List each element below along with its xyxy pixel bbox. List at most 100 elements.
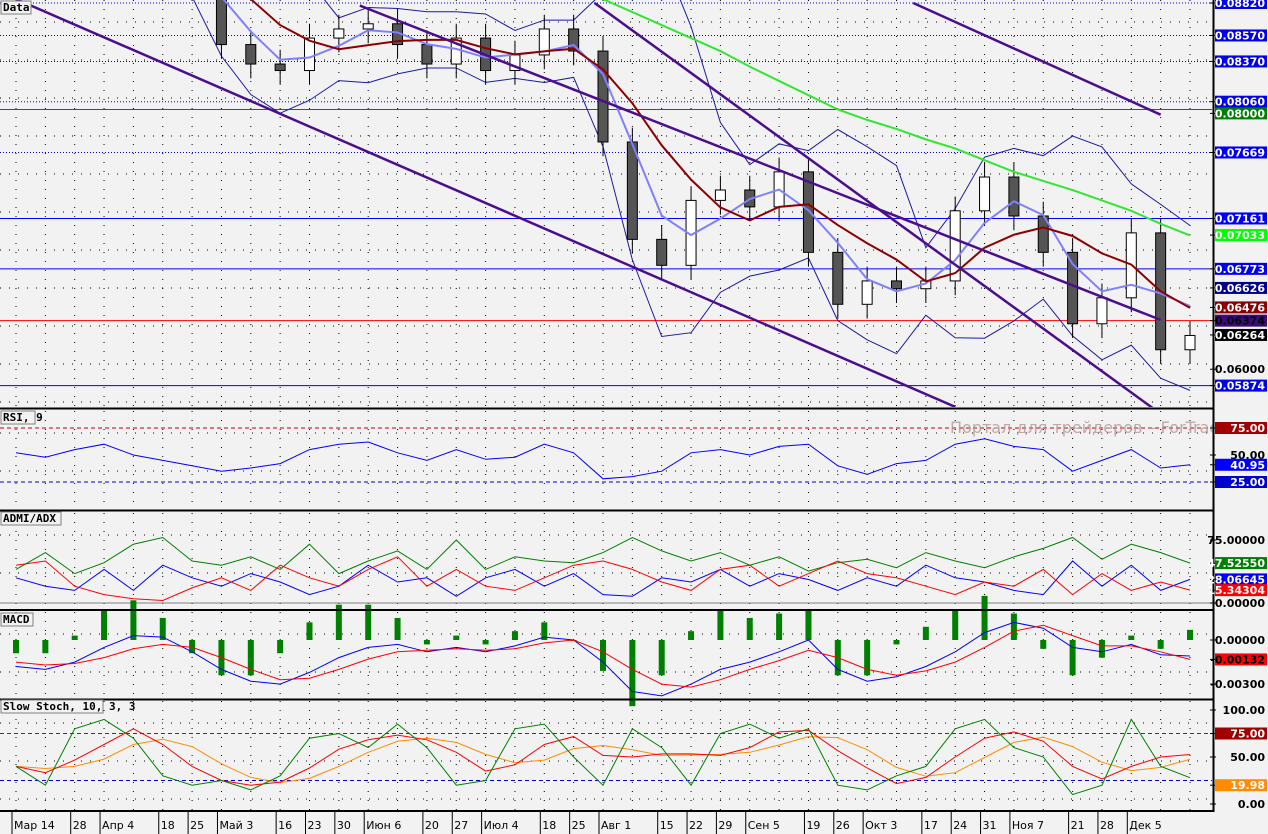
- axis-label-box: [1215, 212, 1267, 225]
- time-label: 27: [454, 819, 468, 832]
- axis-label: 15.34304: [1207, 584, 1265, 597]
- candle: [1184, 321, 1196, 365]
- price-panel-title: Data: [0, 0, 32, 15]
- candle: [597, 36, 609, 157]
- macd-histogram-bar: [13, 640, 19, 654]
- axis-label: 40.95: [1230, 459, 1265, 472]
- candle: [656, 225, 668, 280]
- macd-histogram-bar: [423, 640, 430, 645]
- candle: [538, 14, 550, 70]
- candle: [1067, 238, 1079, 339]
- axis-label: 0.07669: [1215, 146, 1265, 159]
- macd-histogram-bar: [952, 609, 959, 640]
- macd-histogram-bar: [306, 622, 313, 640]
- time-label: 21: [1071, 819, 1085, 832]
- macd-histogram-bar: [600, 640, 606, 671]
- channel-line: [359, 4, 1162, 322]
- candle: [891, 266, 902, 303]
- axis-label: 0.06773: [1215, 263, 1265, 276]
- bollinger-upper: [323, 0, 1191, 249]
- candle-body: [1008, 176, 1020, 217]
- macd-histogram-bar: [453, 635, 460, 640]
- moving-average-fast: [250, 0, 1191, 309]
- time-label: 23: [308, 819, 322, 832]
- candle-body: [891, 280, 902, 290]
- candle: [949, 196, 961, 296]
- macd-histogram-bar: [893, 640, 900, 645]
- macd-histogram-bar: [42, 640, 49, 654]
- candle-body: [832, 251, 844, 305]
- time-label: 24: [953, 819, 967, 832]
- adx-panel-title: ADMI/ADX: [0, 511, 62, 526]
- axis-label-box: [1215, 301, 1267, 314]
- macd-histogram-bar: [482, 640, 489, 645]
- axis-label: 0.06264: [1215, 329, 1265, 342]
- time-label: 28: [1100, 819, 1114, 832]
- channel-line: [15, 0, 956, 407]
- macd-histogram-bar: [981, 595, 988, 640]
- rsi-title: RSI, 9: [3, 411, 43, 424]
- time-label: Апр 4: [102, 819, 134, 832]
- macd-signal-line: [15, 624, 1191, 688]
- axis-label-box: [1215, 314, 1267, 327]
- macd-histogram-bar: [717, 609, 724, 640]
- time-label: 16: [278, 819, 292, 832]
- axis-label-box: [1215, 262, 1267, 275]
- candle-body: [304, 37, 315, 72]
- axis-label-box: [1215, 476, 1267, 488]
- axis-label-box: [1215, 0, 1267, 9]
- time-label: Окт 3: [865, 819, 897, 832]
- price-title: Data: [3, 1, 30, 14]
- axis-label-box: [1215, 584, 1267, 597]
- axis-label: 0.08570: [1215, 29, 1265, 42]
- macd-histogram-bar: [922, 626, 929, 640]
- macd-histogram-bar: [247, 640, 254, 676]
- axis-label: 47.52550: [1207, 557, 1265, 570]
- grid: [0, 0, 1212, 810]
- candle-body: [656, 238, 668, 266]
- rsi-line: [15, 438, 1191, 480]
- axis-label: 25.00: [1230, 476, 1265, 489]
- macd-histogram-bar: [746, 617, 753, 640]
- macd-histogram-bar: [1157, 640, 1164, 649]
- macd-histogram-bar: [159, 617, 166, 640]
- axis-label-box: [1215, 229, 1267, 242]
- axis-label: 50.00: [1230, 751, 1265, 764]
- axis-label-box: [1215, 458, 1267, 471]
- candle-body: [362, 23, 374, 30]
- axis-label-box: [1215, 95, 1267, 108]
- axis-label-box: [1215, 422, 1267, 434]
- macd-histogram-bar: [189, 640, 196, 654]
- macd-histogram-bar: [394, 617, 401, 640]
- time-label: Май 3: [219, 819, 253, 832]
- stoch-d-line: [15, 728, 1191, 786]
- time-label: 25: [572, 819, 586, 832]
- axis-label: 0.08060: [1215, 96, 1265, 109]
- macd-histogram-bar: [1128, 635, 1135, 640]
- time-label: 28: [73, 819, 87, 832]
- candle-body: [538, 28, 550, 56]
- candle: [362, 9, 374, 44]
- candle-body: [421, 44, 433, 65]
- candle-body: [245, 44, 257, 65]
- time-label: 19: [806, 819, 820, 832]
- stoch-title: Slow Stoch, 10, 3, 3: [3, 700, 135, 713]
- time-label: 20: [425, 819, 439, 832]
- axis-label: 0.08370: [1215, 55, 1265, 68]
- candle: [1008, 162, 1020, 231]
- candle: [215, 0, 227, 59]
- time-label: 30: [337, 819, 351, 832]
- time-label: Сен 5: [748, 819, 780, 832]
- axis-label-box: [1215, 281, 1267, 294]
- macd-histogram-bar: [805, 609, 812, 640]
- axis-label: 75.00000: [1207, 534, 1265, 547]
- adx-title: ADMI/ADX: [3, 512, 56, 525]
- time-label: 31: [983, 819, 997, 832]
- axis-label: 0.00000: [1215, 597, 1265, 610]
- adx-line: [15, 536, 1191, 575]
- axis-label: -0.00300: [1210, 678, 1265, 691]
- candle: [304, 23, 315, 85]
- panel-frames: [0, 0, 1268, 812]
